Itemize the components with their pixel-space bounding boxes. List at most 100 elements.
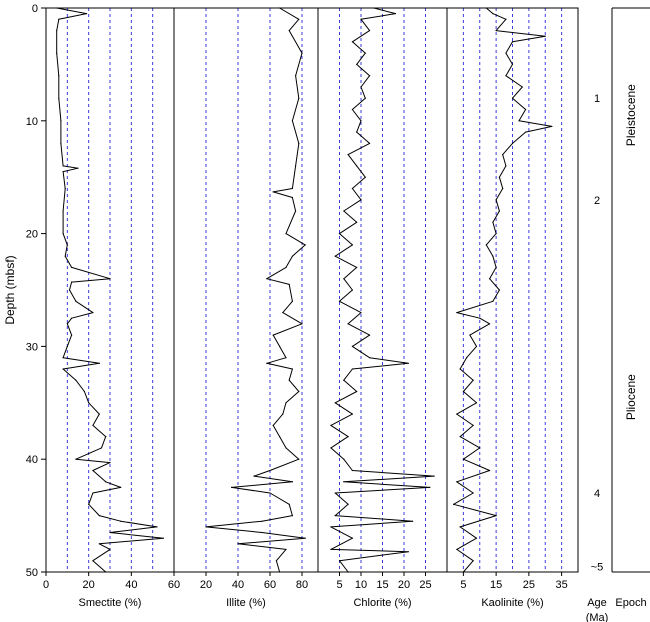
data-point (407, 362, 409, 364)
data-point (272, 334, 274, 336)
data-point (105, 481, 107, 483)
data-point (373, 7, 375, 9)
data-point (518, 120, 520, 122)
data-point (394, 13, 396, 15)
data-point (479, 447, 481, 449)
data-point (92, 492, 94, 494)
data-point (347, 154, 349, 156)
data-point (98, 413, 100, 415)
data-point (472, 492, 474, 494)
panel-3: 5 10 15 20 25 Chlorite (%) (317, 7, 448, 609)
data-point (462, 390, 464, 393)
data-point (330, 424, 332, 426)
x-tick-label: 5 (336, 579, 342, 591)
data-point (356, 165, 358, 167)
epoch-label: Pliocene (624, 374, 638, 420)
data-point (505, 75, 507, 77)
data-point (462, 458, 464, 460)
x-tick-label: 25 (523, 579, 535, 591)
data-point (334, 255, 336, 257)
data-point (511, 41, 514, 43)
data-point (88, 503, 90, 505)
data-point (291, 120, 293, 122)
data-point (351, 469, 353, 472)
data-point (492, 300, 494, 302)
data-point (462, 571, 464, 573)
data-point (98, 543, 100, 545)
data-point (83, 390, 85, 393)
data-point (364, 176, 366, 178)
x-tick-label: 60 (168, 579, 180, 591)
age-mark-label: 2 (594, 195, 600, 207)
data-point (58, 97, 60, 99)
data-point (288, 503, 290, 505)
data-point (495, 199, 497, 201)
epoch-label: Pleistocene (624, 84, 638, 146)
data-point (62, 368, 64, 370)
data-point (109, 531, 111, 534)
data-point (334, 492, 336, 494)
data-point (237, 543, 239, 545)
data-point (285, 548, 287, 551)
data-point (456, 481, 458, 483)
data-point (525, 131, 527, 133)
data-point (479, 317, 481, 319)
data-point (351, 41, 353, 43)
data-point (351, 187, 353, 190)
age-axis-label: (Ma) (586, 612, 609, 622)
data-point (304, 244, 306, 246)
data-point (58, 18, 60, 20)
data-point (295, 210, 297, 212)
data-point (60, 142, 62, 144)
data-point (58, 75, 60, 77)
data-point (291, 515, 293, 517)
data-point (511, 142, 514, 144)
data-point (272, 424, 274, 426)
data-point (330, 548, 332, 551)
x-axis-label: Kaolinite (%) (481, 597, 543, 609)
data-point (502, 187, 504, 190)
data-point (498, 210, 500, 212)
data-point (429, 486, 431, 488)
data-point (71, 266, 73, 269)
data-point (279, 7, 281, 9)
data-point (266, 278, 268, 280)
data-point (351, 289, 353, 291)
data-point (330, 447, 332, 449)
data-point (492, 255, 494, 257)
data-point (488, 469, 491, 472)
data-point (369, 334, 371, 336)
data-point (492, 221, 494, 223)
x-axis-label: Illite (%) (226, 597, 266, 609)
epoch-column: Pleistocene Pliocene Epoch (611, 7, 650, 609)
data-point (360, 18, 362, 20)
y-tick-label: 10 (26, 116, 38, 128)
data-point (56, 7, 58, 9)
data-point (351, 537, 353, 539)
data-point (472, 379, 474, 381)
x-axis-label: Smectite (%) (79, 597, 142, 609)
data-point (109, 278, 111, 280)
y-axis: 0 10 20 30 40 50 Depth (mbsf) (3, 3, 46, 579)
data-point (338, 560, 341, 562)
data-point (343, 379, 345, 381)
x-tick-label: 15 (490, 579, 502, 591)
data-point (469, 334, 471, 336)
panels-layer: 0 20 40 60 Smectite (%) 20 40 60 80 Illite (%) 5 10… (43, 7, 579, 609)
data-point (56, 52, 58, 54)
data-point (285, 402, 287, 404)
data-point (360, 311, 362, 314)
data-point (511, 63, 514, 65)
data-point (285, 447, 287, 449)
data-point (364, 52, 366, 54)
data-point (285, 233, 287, 235)
data-point (68, 289, 71, 291)
data-point (407, 551, 409, 553)
data-point (338, 300, 341, 302)
data-point (301, 323, 303, 325)
data-point (269, 492, 271, 494)
data-point (75, 379, 77, 381)
data-point (291, 368, 293, 370)
data-point (495, 515, 497, 517)
data-point (205, 526, 207, 528)
